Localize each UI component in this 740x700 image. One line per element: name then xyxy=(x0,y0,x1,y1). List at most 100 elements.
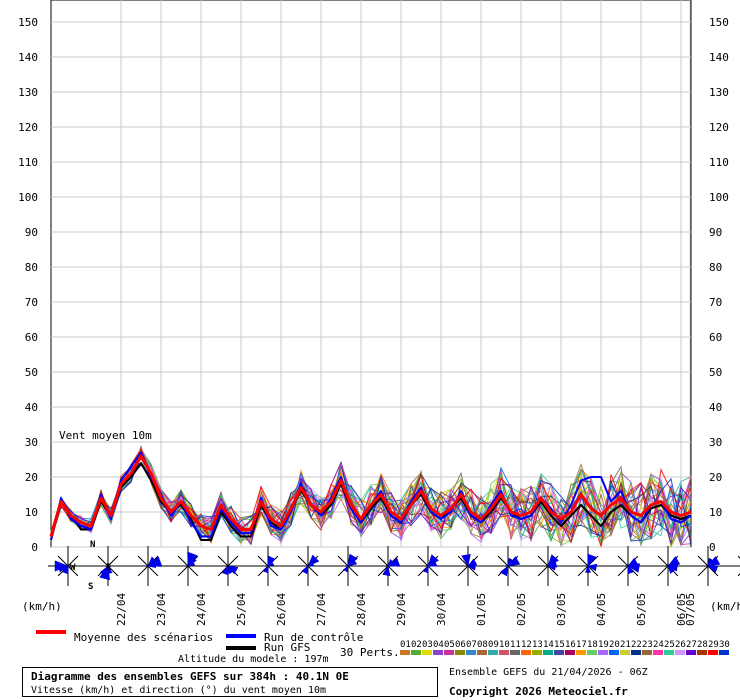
ytick-right-4: 40 xyxy=(709,401,722,414)
compass-s: S xyxy=(88,582,93,592)
pert-num-10: 10 xyxy=(499,640,510,650)
ytick-right-5: 50 xyxy=(709,366,722,379)
pert-swatch-22 xyxy=(631,650,641,655)
pert-num-19: 19 xyxy=(598,640,609,650)
ytick-right-11: 110 xyxy=(709,156,729,169)
unit-right: (km/h) xyxy=(710,600,740,613)
rose-11 xyxy=(448,546,488,586)
pert-num-20: 20 xyxy=(609,640,620,650)
pert-num-05: 05 xyxy=(444,640,455,650)
rose-2 xyxy=(88,546,128,586)
footer-subtitle: Vitesse (km/h) et direction (°) du vent … xyxy=(31,685,327,696)
pert-swatch-27 xyxy=(686,650,696,655)
pert-num-24: 24 xyxy=(653,640,664,650)
xdate-1: 23/04 xyxy=(155,593,168,626)
pert-num-30: 30 xyxy=(719,640,730,650)
pert-num-06: 06 xyxy=(455,640,466,650)
rose-9 xyxy=(368,546,408,586)
ytick-right-2: 20 xyxy=(709,471,722,484)
xdate-3: 25/04 xyxy=(235,593,248,626)
legend-control-label: Run de contrôle xyxy=(264,631,363,644)
xdate-8: 30/04 xyxy=(435,593,448,626)
xdate-5: 27/04 xyxy=(315,593,328,626)
pert-swatch-03 xyxy=(422,650,432,655)
pert-swatch-16 xyxy=(565,650,575,655)
pert-num-13: 13 xyxy=(532,640,543,650)
xdate-7: 29/04 xyxy=(395,593,408,626)
pert-num-04: 04 xyxy=(433,640,444,650)
pert-swatch-19 xyxy=(598,650,608,655)
pert-num-29: 29 xyxy=(708,640,719,650)
pert-swatch-29 xyxy=(708,650,718,655)
pert-swatch-08 xyxy=(477,650,487,655)
pert-swatch-26 xyxy=(675,650,685,655)
ytick-left-12: 120 xyxy=(18,121,38,134)
ytick-left-11: 110 xyxy=(18,156,38,169)
rose-1 xyxy=(48,546,88,586)
pert-num-08: 08 xyxy=(477,640,488,650)
compass-e: E xyxy=(106,563,111,573)
pert-line-2 xyxy=(50,448,692,547)
pert-swatch-23 xyxy=(642,650,652,655)
pert-swatch-14 xyxy=(543,650,553,655)
rose-3 xyxy=(128,546,168,586)
copyright: Copyright 2026 Meteociel.fr xyxy=(449,685,628,698)
pert-swatch-18 xyxy=(587,650,597,655)
ytick-left-14: 140 xyxy=(18,51,38,64)
pert-num-22: 22 xyxy=(631,640,642,650)
compass-w: W xyxy=(70,563,76,573)
rose-14 xyxy=(568,546,608,586)
pert-num-11: 11 xyxy=(510,640,521,650)
rose-16 xyxy=(648,546,688,586)
ytick-right-6: 60 xyxy=(709,331,722,344)
pert-swatch-21 xyxy=(620,650,630,655)
ytick-right-9: 90 xyxy=(709,226,722,239)
rose-18 xyxy=(728,555,740,577)
rose-6 xyxy=(248,546,288,586)
series-line-2 xyxy=(50,462,692,541)
rose-5 xyxy=(208,546,248,586)
rose-10 xyxy=(408,546,448,586)
ytick-left-1: 10 xyxy=(25,506,38,519)
pert-num-17: 17 xyxy=(576,640,587,650)
xdate-9: 01/05 xyxy=(475,593,488,626)
ytick-right-12: 120 xyxy=(709,121,729,134)
ytick-left-4: 40 xyxy=(25,401,38,414)
pert-swatch-15 xyxy=(554,650,564,655)
pert-swatch-10 xyxy=(499,650,509,655)
pert-num-25: 25 xyxy=(664,640,675,650)
pert-swatch-07 xyxy=(466,650,476,655)
pert-swatch-04 xyxy=(433,650,443,655)
ytick-left-0: 0 xyxy=(31,541,38,554)
compass-n: N xyxy=(90,540,95,550)
ytick-left-5: 50 xyxy=(25,366,38,379)
pert-swatch-28 xyxy=(697,650,707,655)
ytick-right-13: 130 xyxy=(709,86,729,99)
pert-num-01: 01 xyxy=(400,640,411,650)
xdate-2: 24/04 xyxy=(195,593,208,626)
rose-15 xyxy=(608,546,648,586)
xdate-12: 04/05 xyxy=(595,593,608,626)
ytick-right-3: 30 xyxy=(709,436,722,449)
legend-gfs-label: Run GFS xyxy=(264,641,310,654)
x-axis-dates: 22/04 23/04 24/04 25/04 26/04 27/04 28/04 29/04… xyxy=(115,593,697,626)
main-series xyxy=(49,451,692,541)
xdate-10: 02/05 xyxy=(515,593,528,626)
ytick-left-2: 20 xyxy=(25,471,38,484)
ytick-right-15: 150 xyxy=(709,16,729,29)
pert-num-23: 23 xyxy=(642,640,653,650)
ytick-left-10: 100 xyxy=(18,191,38,204)
y-axis-right: 0 10 20 30 40 50 60 70 80 90 100 110 120 130 140 150 xyxy=(709,16,729,554)
xdate-0: 22/04 xyxy=(115,593,128,626)
xdate-6: 28/04 xyxy=(355,593,368,626)
footer-box: Diagramme des ensembles GEFS sur 384h : … xyxy=(22,667,438,697)
pert-swatch-24 xyxy=(653,650,663,655)
xdate-14: 06/05 xyxy=(675,593,688,626)
grid xyxy=(51,0,691,548)
pert-swatch-25 xyxy=(664,650,674,655)
pert-num-03: 03 xyxy=(422,640,433,650)
xdate-13: 05/05 xyxy=(635,593,648,626)
pert-num-15: 15 xyxy=(554,640,565,650)
pert-num-12: 12 xyxy=(521,640,532,650)
legend-mean-label: Moyenne des scénarios xyxy=(74,631,213,644)
